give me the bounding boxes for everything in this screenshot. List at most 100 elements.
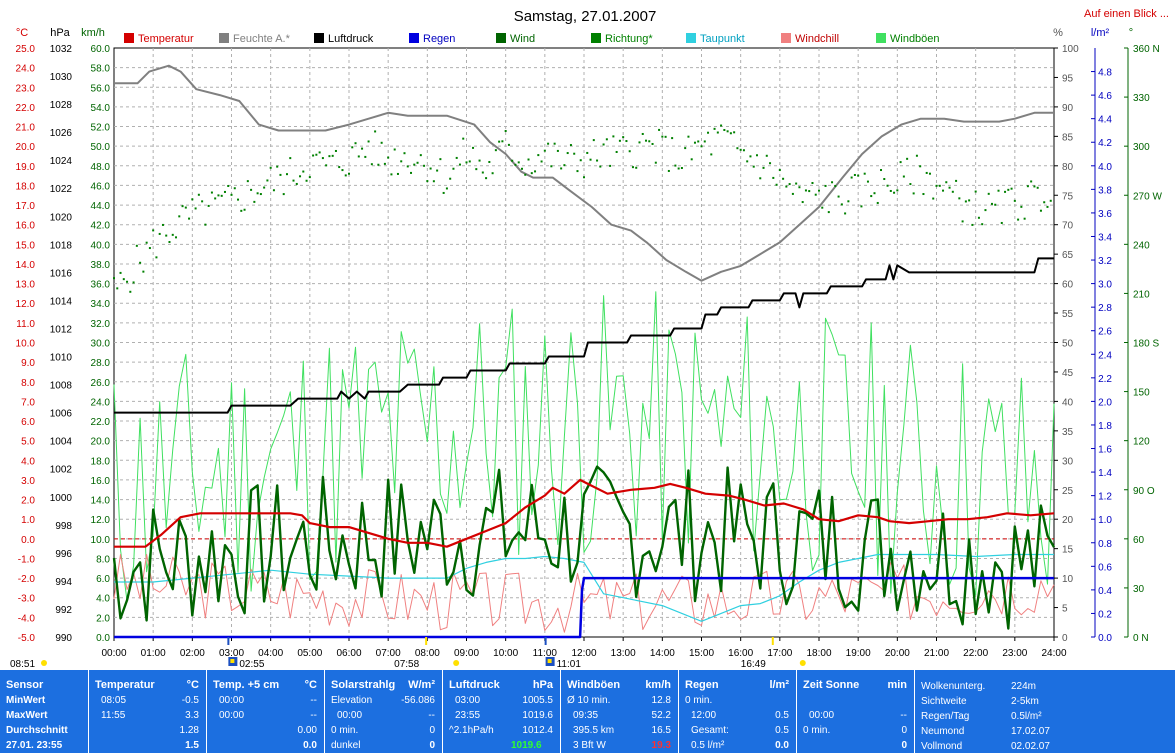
direction-point bbox=[628, 150, 631, 153]
tick-lm2: 4.2 bbox=[1098, 138, 1112, 149]
tick-pct: 35 bbox=[1062, 427, 1074, 438]
rain-total-value: 0.5 bbox=[775, 725, 789, 736]
direction-point bbox=[961, 220, 964, 223]
pressure-max-time: 23:55 bbox=[455, 710, 481, 721]
direction-point bbox=[419, 154, 422, 157]
legend-swatch bbox=[781, 33, 791, 43]
tick-kmh: 36.0 bbox=[91, 280, 111, 291]
chart-legend: Temperatur Feuchte A.* Luftdruck Regen Wind R… bbox=[124, 33, 940, 45]
sun-avg-value: 0 bbox=[901, 725, 907, 736]
direction-point bbox=[165, 234, 168, 237]
direction-point bbox=[700, 145, 703, 148]
direction-point bbox=[641, 132, 644, 135]
tick-pct: 85 bbox=[1062, 132, 1074, 143]
direction-point bbox=[1036, 186, 1039, 189]
panel-unit-regen: l/m² bbox=[769, 679, 789, 691]
direction-point bbox=[507, 143, 510, 146]
direction-point bbox=[586, 151, 589, 154]
tick-lm2: 4.6 bbox=[1098, 91, 1112, 102]
auf-einen-blick-link[interactable]: Auf einen Blick ... bbox=[1084, 8, 1169, 20]
direction-point bbox=[804, 189, 807, 192]
direction-point bbox=[410, 171, 413, 174]
axis-unit-temp: °C bbox=[16, 27, 28, 39]
direction-point bbox=[488, 160, 491, 163]
direction-point bbox=[870, 195, 873, 198]
panel-sensor-col: Sensor MinWert MaxWert Durchschnitt 27.0… bbox=[0, 670, 87, 753]
tick-temp: 22.0 bbox=[16, 103, 36, 114]
direction-point bbox=[902, 175, 905, 178]
direction-point bbox=[377, 163, 380, 166]
tick-hpa: 1028 bbox=[50, 100, 73, 111]
tick-pct: 20 bbox=[1062, 515, 1074, 526]
marker-time-label: 07:58 bbox=[394, 659, 419, 670]
tick-hpa: 1000 bbox=[50, 493, 73, 504]
tick-kmh: 2.0 bbox=[96, 613, 110, 624]
direction-point bbox=[230, 193, 233, 196]
tick-lm2: 1.4 bbox=[1098, 468, 1112, 479]
tick-temp: 18.0 bbox=[16, 181, 36, 192]
direction-point bbox=[1000, 221, 1003, 224]
pressure-max-value: 1019.6 bbox=[522, 710, 553, 721]
tick-pct: 70 bbox=[1062, 221, 1074, 232]
tick-temp: -2.0 bbox=[18, 574, 36, 585]
solar-elevation-label: Elevation bbox=[331, 695, 373, 706]
tick-x: 01:00 bbox=[141, 648, 166, 659]
direction-point bbox=[818, 189, 820, 192]
tick-kmh: 4.0 bbox=[96, 594, 110, 605]
direction-point bbox=[250, 188, 253, 191]
direction-point bbox=[161, 223, 164, 226]
tick-x: 17:00 bbox=[767, 648, 792, 659]
direction-point bbox=[351, 146, 354, 149]
direction-point bbox=[693, 141, 696, 144]
legend-swatch bbox=[876, 33, 886, 43]
solar-elevation-value: -56.086 bbox=[401, 695, 435, 706]
direction-point bbox=[543, 149, 546, 152]
rain-duration: 0 min. bbox=[685, 695, 713, 706]
direction-point bbox=[142, 270, 145, 273]
direction-point bbox=[520, 167, 523, 170]
weather-chart: Samstag, 27.01.2007 Auf einen Blick ... … bbox=[10, 8, 1169, 670]
direction-point bbox=[625, 140, 628, 143]
row-label-min: MinWert bbox=[6, 695, 46, 706]
direction-point bbox=[119, 271, 122, 274]
tick-hpa: 1020 bbox=[50, 212, 73, 223]
direction-point bbox=[145, 241, 148, 244]
solar-current-value: 0 bbox=[429, 740, 435, 751]
sun-current-value: 0 bbox=[901, 740, 907, 751]
info-cloudbase-value: 224m bbox=[1011, 681, 1037, 692]
legend-label: Feuchte A.* bbox=[233, 33, 291, 45]
direction-point bbox=[824, 184, 827, 187]
direction-point bbox=[651, 142, 654, 145]
tick-pct: 60 bbox=[1062, 280, 1074, 291]
direction-point bbox=[697, 140, 700, 143]
sun-max-value: -- bbox=[900, 710, 907, 721]
direction-point bbox=[563, 164, 566, 167]
panel-unit-sonne: min bbox=[887, 679, 907, 691]
direction-point bbox=[915, 154, 918, 157]
panel-regen-col: Regen l/m² 0 min. 12:00 0.5 Gesamt: 0.5 0.5… bbox=[678, 670, 795, 753]
direction-point bbox=[919, 165, 922, 168]
direction-point bbox=[834, 185, 837, 188]
temp-min-value: -0.5 bbox=[181, 695, 199, 706]
direction-point bbox=[341, 169, 344, 172]
tick-temp: 8.0 bbox=[21, 378, 35, 389]
direction-point bbox=[207, 204, 210, 207]
temp5-min-time: 00:00 bbox=[219, 695, 245, 706]
direction-point bbox=[1033, 185, 1036, 188]
direction-point bbox=[808, 190, 811, 193]
direction-point bbox=[181, 205, 184, 208]
direction-point bbox=[171, 233, 174, 236]
tick-pct: 5 bbox=[1062, 604, 1068, 615]
tick-x: 09:00 bbox=[454, 648, 479, 659]
row-label-max: MaxWert bbox=[6, 710, 48, 721]
direction-point bbox=[478, 159, 481, 162]
tick-hpa: 1018 bbox=[50, 240, 73, 251]
legend-swatch bbox=[314, 33, 324, 43]
direction-point bbox=[1017, 218, 1020, 221]
direction-point bbox=[883, 178, 886, 181]
direction-point bbox=[122, 278, 125, 281]
tick-pct: 15 bbox=[1062, 545, 1074, 556]
direction-point bbox=[811, 181, 814, 184]
legend-label: Luftdruck bbox=[328, 33, 374, 45]
tick-temp: -3.0 bbox=[18, 594, 36, 605]
